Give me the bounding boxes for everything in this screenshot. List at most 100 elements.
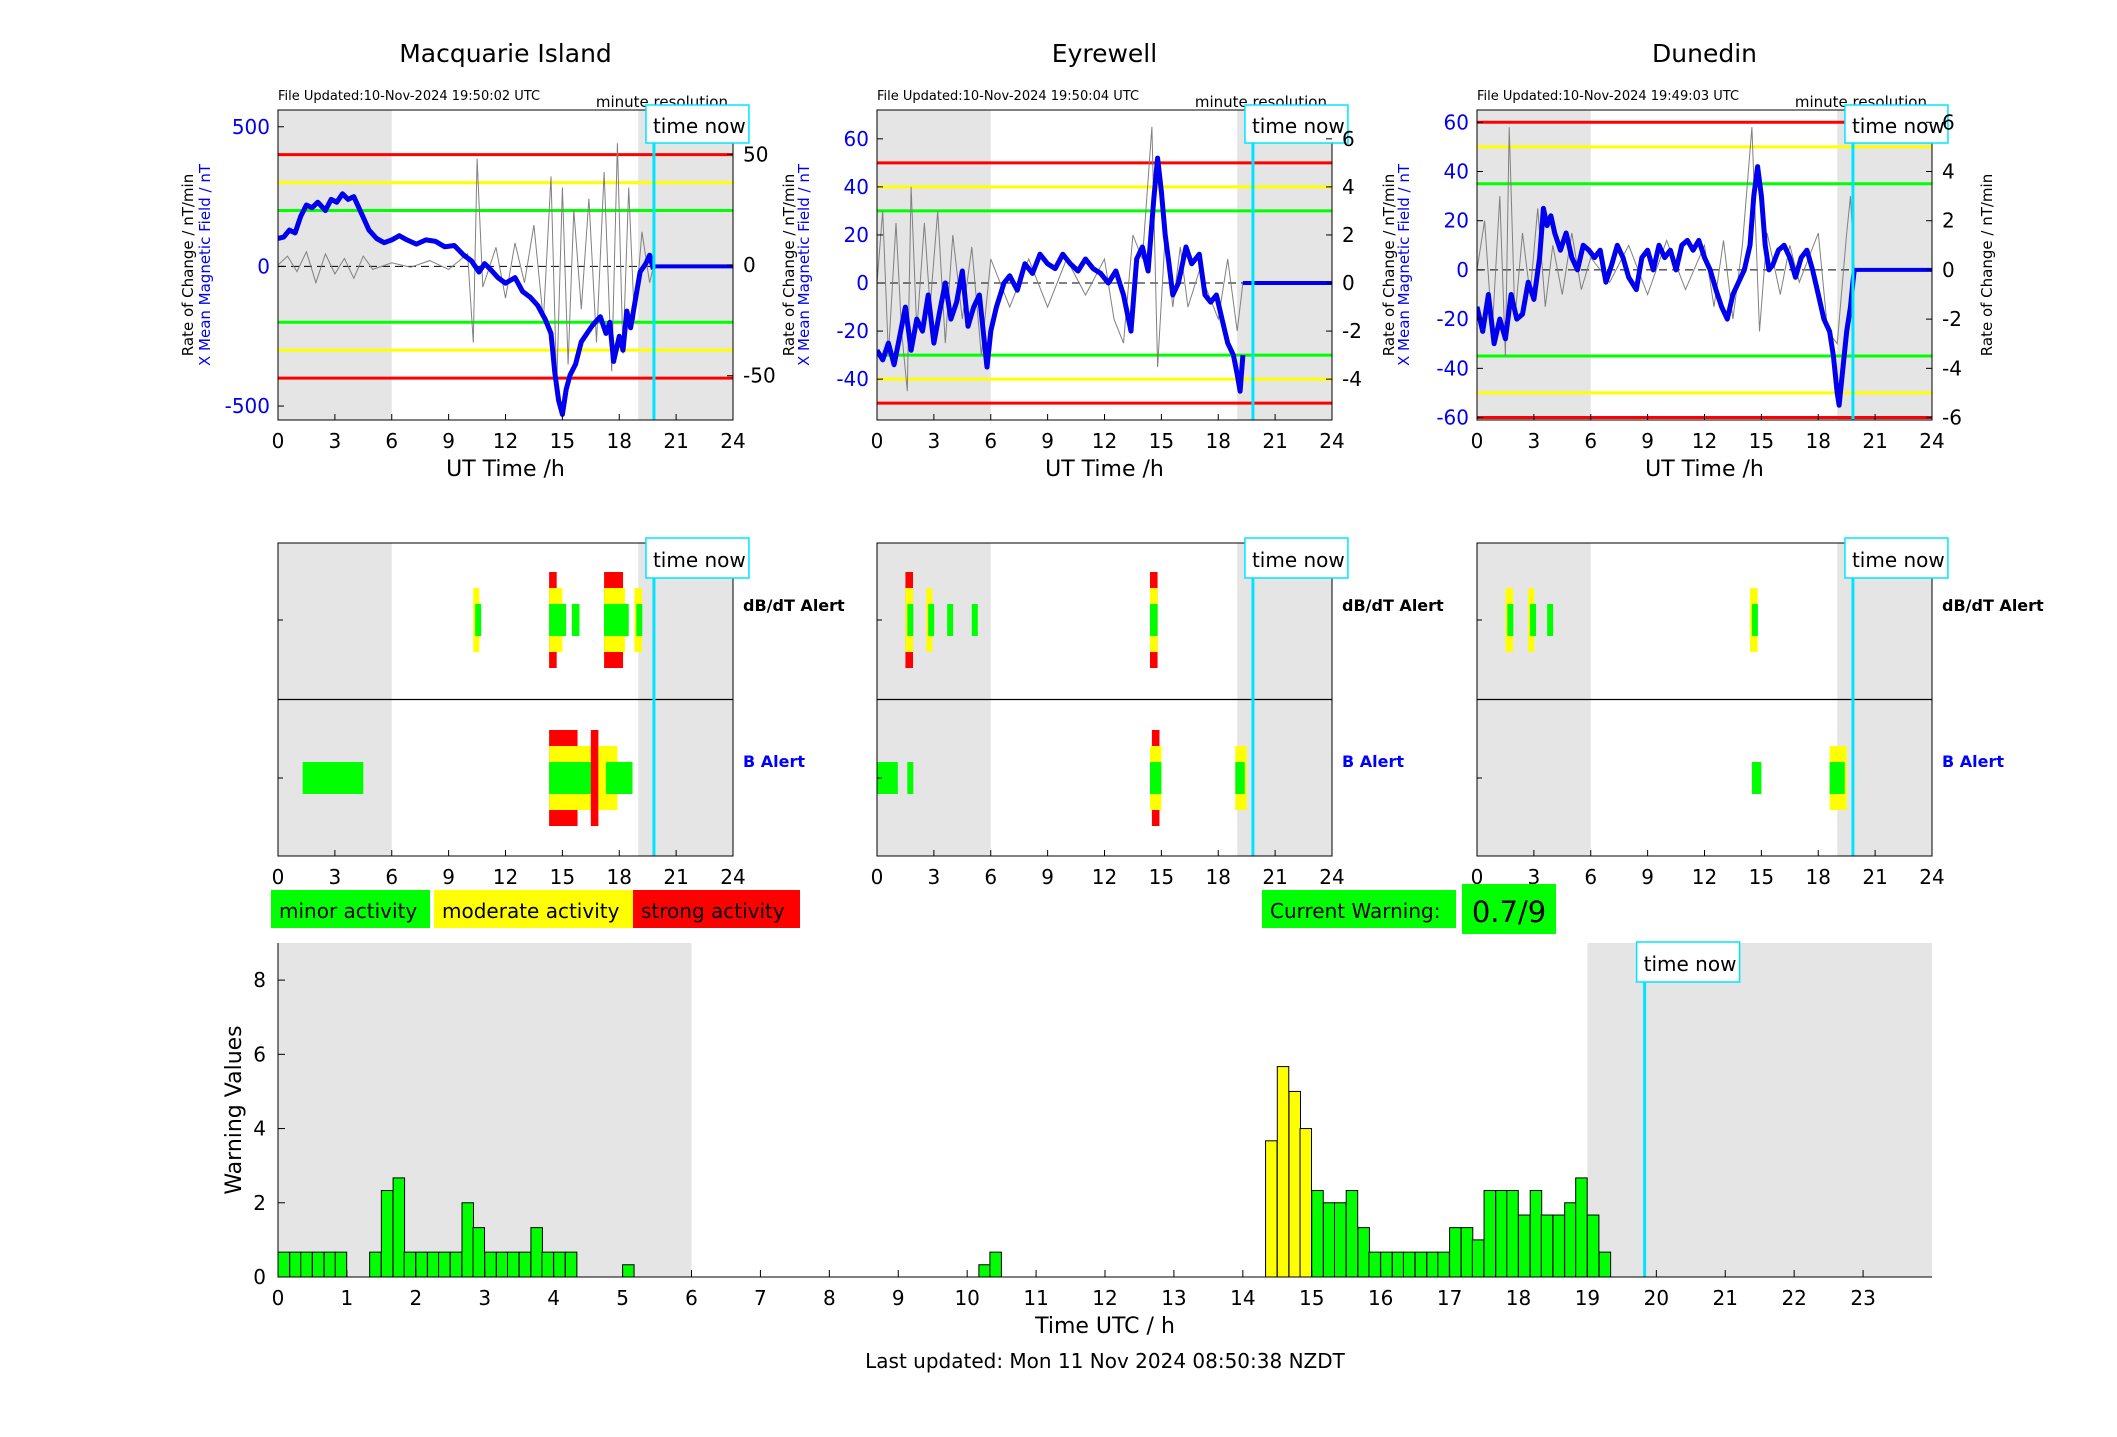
station-panel-dunedin: Dunedin File Updated:10-Nov-2024 19:49:03…	[1380, 39, 2044, 889]
warning-bar	[1426, 1251, 1439, 1278]
warning-bar	[300, 1251, 313, 1278]
station-panel-eyrewell: Eyrewell File Updated:10-Nov-2024 19:50:0…	[780, 39, 1444, 889]
x-tick-label: 3	[1528, 429, 1541, 453]
time-now-box	[645, 537, 750, 579]
warning-bar	[1299, 1128, 1313, 1278]
night-shade	[1587, 943, 1932, 1277]
b-alert-mark	[590, 730, 599, 826]
warning-bar	[1598, 1251, 1612, 1278]
x-tick-label: 12	[1092, 429, 1117, 453]
b-alert-mark	[1751, 762, 1762, 794]
y-left-tick-label: -20	[836, 319, 869, 343]
b-alert-mark	[907, 762, 914, 794]
warning-bar	[530, 1227, 543, 1278]
warning-bar	[1288, 1090, 1301, 1278]
station-panel-macquarie-island: Macquarie Island File Updated:10-Nov-2024…	[179, 39, 845, 889]
x-tick-label: 0	[871, 865, 884, 889]
warning-bar	[1437, 1251, 1450, 1278]
warning-bar	[1540, 1214, 1554, 1278]
x-tick-label: 15	[1749, 429, 1774, 453]
warning-bar	[518, 1251, 532, 1278]
dbdt-alert-mark	[1530, 604, 1537, 636]
b-alert-label: B Alert	[743, 752, 805, 771]
y-tick-label: 8	[253, 968, 266, 992]
x-tick-label: 12	[1092, 1286, 1117, 1310]
dbdt-alert-mark	[636, 604, 643, 636]
legend-swatch-strong	[633, 890, 800, 928]
warning-bar	[380, 1190, 394, 1278]
warning-bar	[415, 1251, 428, 1278]
x-tick-label: 6	[385, 865, 398, 889]
x-tick-label: 6	[984, 865, 997, 889]
dbdt-alert-mark	[928, 604, 935, 636]
legend-swatch-moderate	[434, 890, 634, 928]
x-tick-label: 6	[984, 429, 997, 453]
warning-bar	[403, 1251, 417, 1278]
y-tick-label: 0	[253, 1265, 266, 1289]
warning-bar	[1506, 1190, 1519, 1278]
b-alert-mark	[1150, 762, 1162, 794]
y-left-tick-label: -40	[836, 367, 869, 391]
x-tick-label: 21	[1262, 429, 1287, 453]
y-right-tick-label: 0	[743, 253, 756, 277]
dbdt-alert-mark	[907, 604, 914, 636]
warning-bar	[1333, 1202, 1347, 1278]
station-title: Dunedin	[1652, 39, 1757, 68]
x-tick-label: 15	[550, 429, 575, 453]
night-shade	[278, 943, 692, 1277]
legend-label-moderate: moderate activity	[442, 899, 620, 923]
warning-bar	[1449, 1227, 1462, 1278]
x-tick-label: 3	[928, 865, 941, 889]
warning-bar	[277, 1251, 290, 1278]
time-now-box	[1244, 537, 1349, 579]
warning-bar	[564, 1251, 578, 1278]
warning-bar	[484, 1251, 497, 1278]
b-alert-label: B Alert	[1942, 752, 2004, 771]
y-right-tick-label: 2	[1342, 223, 1355, 247]
current-warning-label-box	[1262, 890, 1456, 928]
x-axis-label: UT Time /h	[1645, 457, 1764, 482]
y-right-axis-label: Rate of Change / nT/min	[179, 174, 197, 356]
warning-bar	[427, 1251, 440, 1278]
activity-legend: minor activity moderate activity strong ac…	[271, 890, 800, 928]
x-tick-label: 3	[1528, 865, 1541, 889]
dbdt-alert-mark	[604, 604, 629, 636]
x-tick-label: 15	[1149, 865, 1174, 889]
warning-bar	[553, 1251, 566, 1278]
y-left-tick-label: 60	[844, 127, 869, 151]
x-tick-label: 6	[1584, 429, 1597, 453]
y-left-tick-label: 0	[257, 254, 270, 278]
x-tick-label: 9	[1041, 865, 1054, 889]
y-right-axis-label: Rate of Change / nT/min	[780, 174, 798, 356]
y-left-tick-label: 0	[856, 271, 869, 295]
warning-bar	[622, 1264, 635, 1278]
x-tick-label: 8	[823, 1286, 836, 1310]
dbdt-alert-mark	[947, 604, 954, 636]
y-tick-label: 2	[253, 1191, 266, 1215]
x-tick-label: 10	[954, 1286, 979, 1310]
x-tick-label: 1	[341, 1286, 354, 1310]
magnetic-field-series	[1477, 164, 1857, 408]
x-tick-label: 13	[1161, 1286, 1186, 1310]
night-shade	[1837, 110, 1932, 420]
warning-bar	[1552, 1214, 1565, 1278]
time-now-box	[1844, 104, 1949, 144]
legend-label-minor: minor activity	[279, 899, 417, 923]
x-tick-label: 0	[1471, 429, 1484, 453]
warning-bar	[1357, 1227, 1370, 1278]
warning-bar	[1402, 1251, 1416, 1278]
x-tick-label: 24	[1919, 865, 1944, 889]
warning-bar	[289, 1251, 302, 1278]
warning-bar	[1564, 1202, 1577, 1278]
x-tick-label: 17	[1437, 1286, 1462, 1310]
y-axis-label: Warning Values	[222, 1025, 247, 1194]
x-tick-label: 24	[1319, 865, 1344, 889]
x-tick-label: 3	[329, 429, 342, 453]
x-tick-label: 24	[720, 865, 745, 889]
y-right-tick-label: -4	[1342, 367, 1362, 391]
y-right-tick-label: 0	[1942, 258, 1955, 282]
file-updated-text: File Updated:10-Nov-2024 19:49:03 UTC	[1477, 89, 1739, 104]
